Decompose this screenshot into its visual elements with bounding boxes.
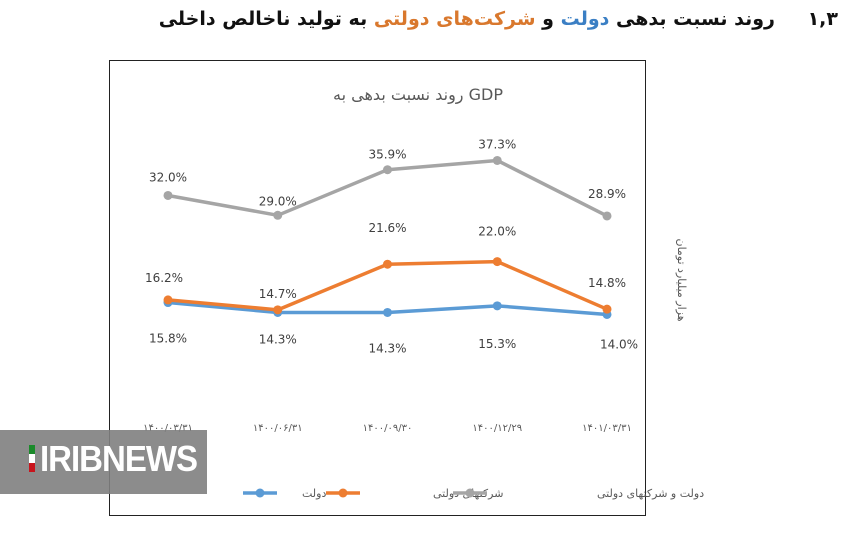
- legend-marker: [338, 488, 348, 498]
- data-label: 21.6%: [368, 221, 406, 235]
- chart-title: روند نسبت بدهی به GDP: [333, 85, 503, 105]
- logo-text: IRIBNEWS: [40, 438, 198, 479]
- legend-label: دولت: [302, 487, 326, 500]
- data-point: [602, 304, 612, 314]
- data-point: [163, 295, 173, 305]
- legend-marker: [255, 488, 265, 498]
- series-line: [167, 259, 608, 312]
- heading-and: و: [542, 8, 554, 30]
- flag-icon: [29, 445, 35, 472]
- data-point: [383, 259, 392, 269]
- data-point: [492, 301, 502, 311]
- data-label: 14.7%: [259, 287, 297, 301]
- data-label: 22.0%: [478, 225, 516, 239]
- x-tick-label: ۱۴۰۰/۰۹/۳۰: [363, 423, 413, 434]
- heading-companies: شرکت‌های دولتی: [373, 8, 536, 30]
- data-label: 14.3%: [368, 341, 406, 355]
- data-label: 14.8%: [588, 276, 626, 290]
- x-tick-label: ۱۴۰۰/۰۶/۳۱: [253, 423, 303, 434]
- data-label: 14.3%: [259, 332, 297, 346]
- x-tick-label: ۱۴۰۰/۱۲/۲۹: [472, 423, 522, 434]
- x-tick-label: ۱۴۰۱/۰۳/۳۱: [582, 423, 632, 434]
- heading-text: روند نسبت بدهی: [616, 8, 775, 30]
- data-point: [383, 307, 392, 317]
- data-point: [273, 305, 283, 315]
- x-tick-label: ۱۴۰۰/۰۳/۳۱: [143, 423, 193, 434]
- data-point: [492, 155, 502, 165]
- data-label: 29.0%: [259, 194, 297, 208]
- data-point: [273, 210, 283, 220]
- data-label: 37.3%: [478, 137, 516, 151]
- data-label: 15.3%: [478, 337, 516, 351]
- data-label: 32.0%: [149, 170, 187, 184]
- data-point: [492, 257, 502, 267]
- legend-marker: [465, 488, 475, 498]
- heading-government: دولت: [560, 8, 610, 30]
- data-label: 15.8%: [149, 332, 187, 346]
- legend-label: دولت و شرکتهای دولتی: [597, 487, 704, 500]
- heading-text-end: به تولید ناخالص داخلی: [158, 8, 368, 30]
- watermark-logo: IRIBNEWS: [0, 430, 207, 494]
- chart-frame: [109, 60, 646, 516]
- y-axis-label: هزار میلیارد تومان: [675, 238, 688, 321]
- data-label: 16.2%: [145, 271, 183, 285]
- data-label: 35.9%: [368, 148, 406, 162]
- data-point: [602, 211, 612, 221]
- data-label: 14.0%: [600, 337, 638, 351]
- data-point: [383, 165, 392, 175]
- section-heading: ۱,۳ روند نسبت بدهی دولت و شرکت‌های دولتی…: [159, 8, 838, 30]
- data-point: [163, 190, 173, 200]
- section-number: ۱,۳: [807, 8, 838, 30]
- data-label: 28.9%: [588, 187, 626, 201]
